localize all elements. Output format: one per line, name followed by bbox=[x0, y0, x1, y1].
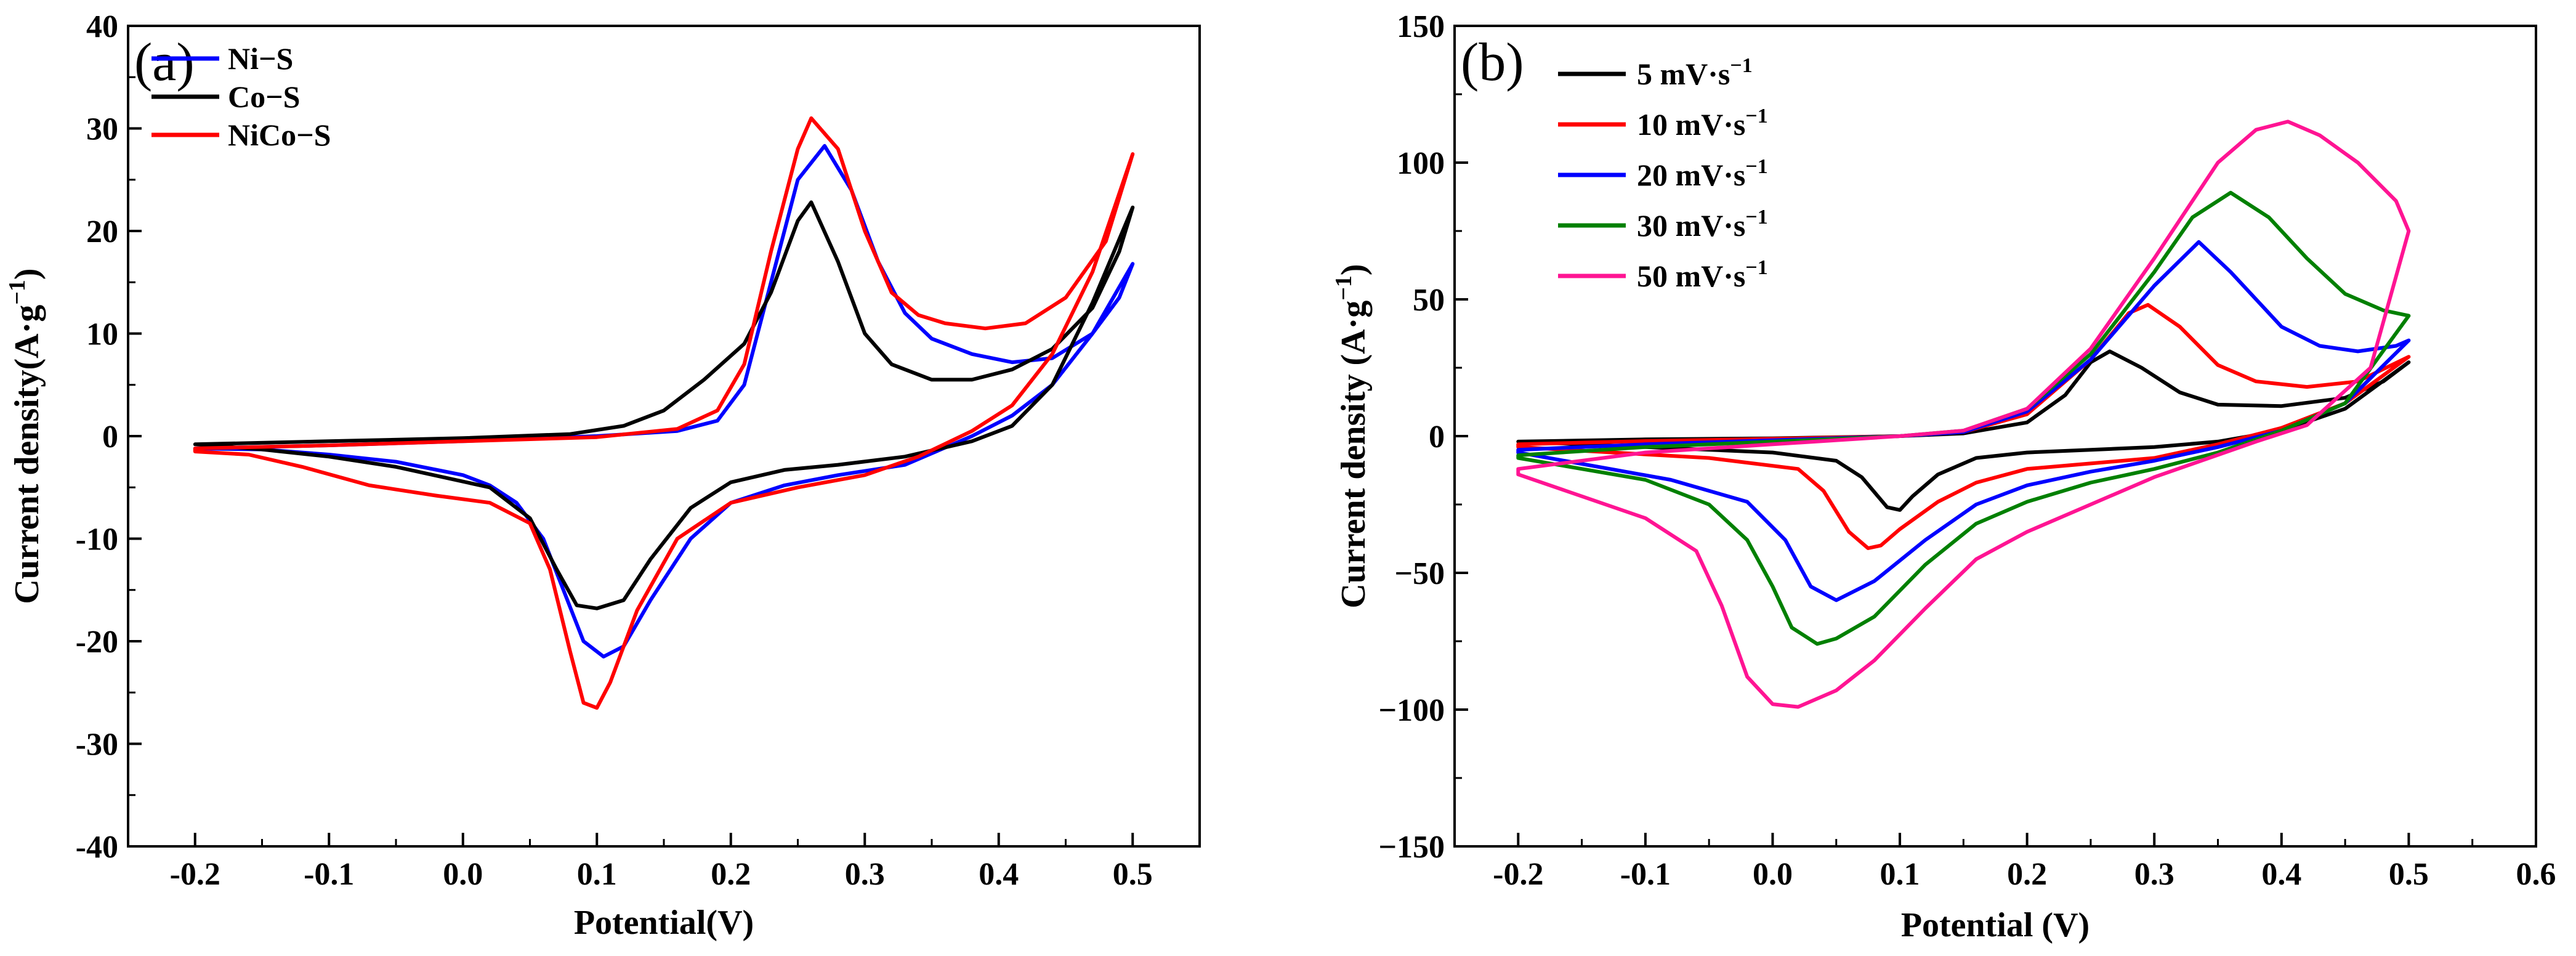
legend-label-text: Ni−S bbox=[228, 41, 293, 76]
legend-label-text: 50 mV·s bbox=[1637, 259, 1745, 293]
x-tick-label: -0.1 bbox=[304, 857, 354, 892]
legend-label-text: 20 mV·s bbox=[1637, 158, 1745, 192]
x-axis-title-b: Potential (V) bbox=[1901, 906, 2089, 944]
chart-panel-b: -0.2 -0.1 0.0 0.1 0.2 0.3 0.4 0.5 0.6 −150−100−5… bbox=[1331, 9, 2556, 944]
x-tick-label: -0.1 bbox=[1620, 857, 1671, 892]
x-tick-label: 0.0 bbox=[1753, 857, 1793, 892]
x-tick-label: 0.3 bbox=[2134, 857, 2174, 892]
y-axis-title-b-main: Current density (A·g bbox=[1334, 301, 1373, 609]
y-tick-labels-a: -40 -30 -20 -10 0 10 20 30 40 bbox=[76, 9, 118, 865]
legend-label: 5 mV·s−1 bbox=[1637, 54, 1753, 91]
legend-label-sup: −1 bbox=[1745, 256, 1767, 279]
x-tick-label: -0.2 bbox=[170, 857, 220, 892]
y-tick-label: −150 bbox=[1378, 830, 1445, 865]
y-tick-label: 40 bbox=[86, 9, 118, 44]
x-axis-title-a: Potential(V) bbox=[574, 904, 754, 942]
legend-label: 10 mV·s−1 bbox=[1637, 105, 1768, 142]
legend-label: Ni−S bbox=[228, 41, 293, 76]
legend-label-text: 5 mV·s bbox=[1637, 57, 1730, 91]
y-tick-labels-b: −150 −100 −50 0 50 100 150 bbox=[1378, 9, 1445, 865]
legend-b: 5 mV·s−110 mV·s−120 mV·s−130 mV·s−150 mV… bbox=[1558, 54, 1768, 293]
x-tick-label: 0.2 bbox=[711, 857, 751, 892]
panel-label-a: (a) bbox=[134, 33, 195, 92]
legend-label: 50 mV·s−1 bbox=[1637, 256, 1768, 293]
legend-label-text: 10 mV·s bbox=[1637, 107, 1745, 142]
plot-area-a bbox=[127, 25, 1201, 848]
legend-label-sup: −1 bbox=[1745, 105, 1767, 128]
y-axis-title-a: Current density(A·g−1) bbox=[4, 268, 46, 604]
y-tick-label: 150 bbox=[1397, 9, 1445, 44]
x-tick-label: 0.4 bbox=[2261, 857, 2301, 892]
x-tick-label: 0.6 bbox=[2516, 857, 2556, 892]
y-tick-label: −100 bbox=[1378, 693, 1445, 728]
legend-label-sup: −1 bbox=[1745, 155, 1767, 178]
y-tick-label: 0 bbox=[102, 419, 118, 455]
y-tick-label: -20 bbox=[76, 625, 118, 660]
x-tick-label: 0.3 bbox=[845, 857, 885, 892]
legend-label: 20 mV·s−1 bbox=[1637, 155, 1768, 192]
x-tick-label: 0.1 bbox=[577, 857, 617, 892]
y-tick-label: 30 bbox=[86, 112, 118, 147]
series-group-a bbox=[193, 116, 1135, 710]
panel-label-b: (b) bbox=[1461, 33, 1524, 92]
legend-label-text: Co−S bbox=[228, 79, 300, 114]
y-tick-label: −50 bbox=[1394, 556, 1445, 591]
y-axis-title-a-sup: −1 bbox=[4, 280, 30, 305]
legend-label: NiCo−S bbox=[228, 118, 331, 152]
y-tick-label: -40 bbox=[76, 830, 118, 865]
x-tick-label: 0.0 bbox=[443, 857, 483, 892]
y-tick-label: 20 bbox=[86, 214, 118, 249]
series-line-a-2-co-s bbox=[193, 200, 1135, 610]
legend-label: Co−S bbox=[228, 79, 300, 114]
legend-label-text: 30 mV·s bbox=[1637, 208, 1745, 243]
legend-label: 30 mV·s−1 bbox=[1637, 206, 1768, 243]
tick-marks-b bbox=[1453, 25, 2537, 848]
x-tick-label: 0.4 bbox=[979, 857, 1019, 892]
series-line-b-1-5-mv-s bbox=[1516, 349, 2411, 512]
y-axis-title-a-main: Current density(A·g bbox=[8, 305, 46, 604]
x-tick-label: 0.2 bbox=[2007, 857, 2047, 892]
y-axis-title-a-close: ) bbox=[8, 268, 46, 280]
y-axis-title-b-sup: −1 bbox=[1331, 275, 1357, 301]
legend-label-text: NiCo−S bbox=[228, 118, 331, 152]
y-axis-title-b: Current density (A·g−1) bbox=[1331, 264, 1373, 608]
legend-label-sup: −1 bbox=[1745, 206, 1767, 229]
y-tick-label: -10 bbox=[76, 522, 118, 557]
x-tick-label: 0.5 bbox=[1113, 857, 1153, 892]
y-tick-label: 10 bbox=[86, 317, 118, 352]
y-tick-label: -30 bbox=[76, 727, 118, 763]
legend-label-sup: −1 bbox=[1730, 54, 1752, 77]
x-tick-labels-b: -0.2 -0.1 0.0 0.1 0.2 0.3 0.4 0.5 0.6 bbox=[1493, 857, 2556, 892]
y-axis-title-b-close: ) bbox=[1334, 264, 1373, 275]
legend-a: Ni−SCo−S NiCo−S bbox=[151, 41, 331, 152]
x-tick-label: 0.5 bbox=[2389, 857, 2429, 892]
y-tick-label: 50 bbox=[1413, 283, 1445, 318]
y-tick-label: 0 bbox=[1429, 419, 1445, 455]
x-tick-label: -0.2 bbox=[1493, 857, 1543, 892]
chart-panel-a: -0.2 -0.1 0.0 0.1 0.2 0.3 0.4 0.5 -40 -30 -20 -10 0… bbox=[4, 9, 1201, 942]
series-line-a-3-nico-s bbox=[193, 116, 1135, 710]
series-group-b bbox=[1516, 120, 2411, 709]
plot-area-b bbox=[1453, 25, 2537, 848]
x-tick-labels-a: -0.2 -0.1 0.0 0.1 0.2 0.3 0.4 0.5 bbox=[170, 857, 1153, 892]
y-tick-label: 100 bbox=[1397, 146, 1445, 181]
series-line-b-5-50-mv-s bbox=[1516, 120, 2411, 709]
x-tick-label: 0.1 bbox=[1880, 857, 1920, 892]
tick-marks-a bbox=[127, 25, 1201, 848]
